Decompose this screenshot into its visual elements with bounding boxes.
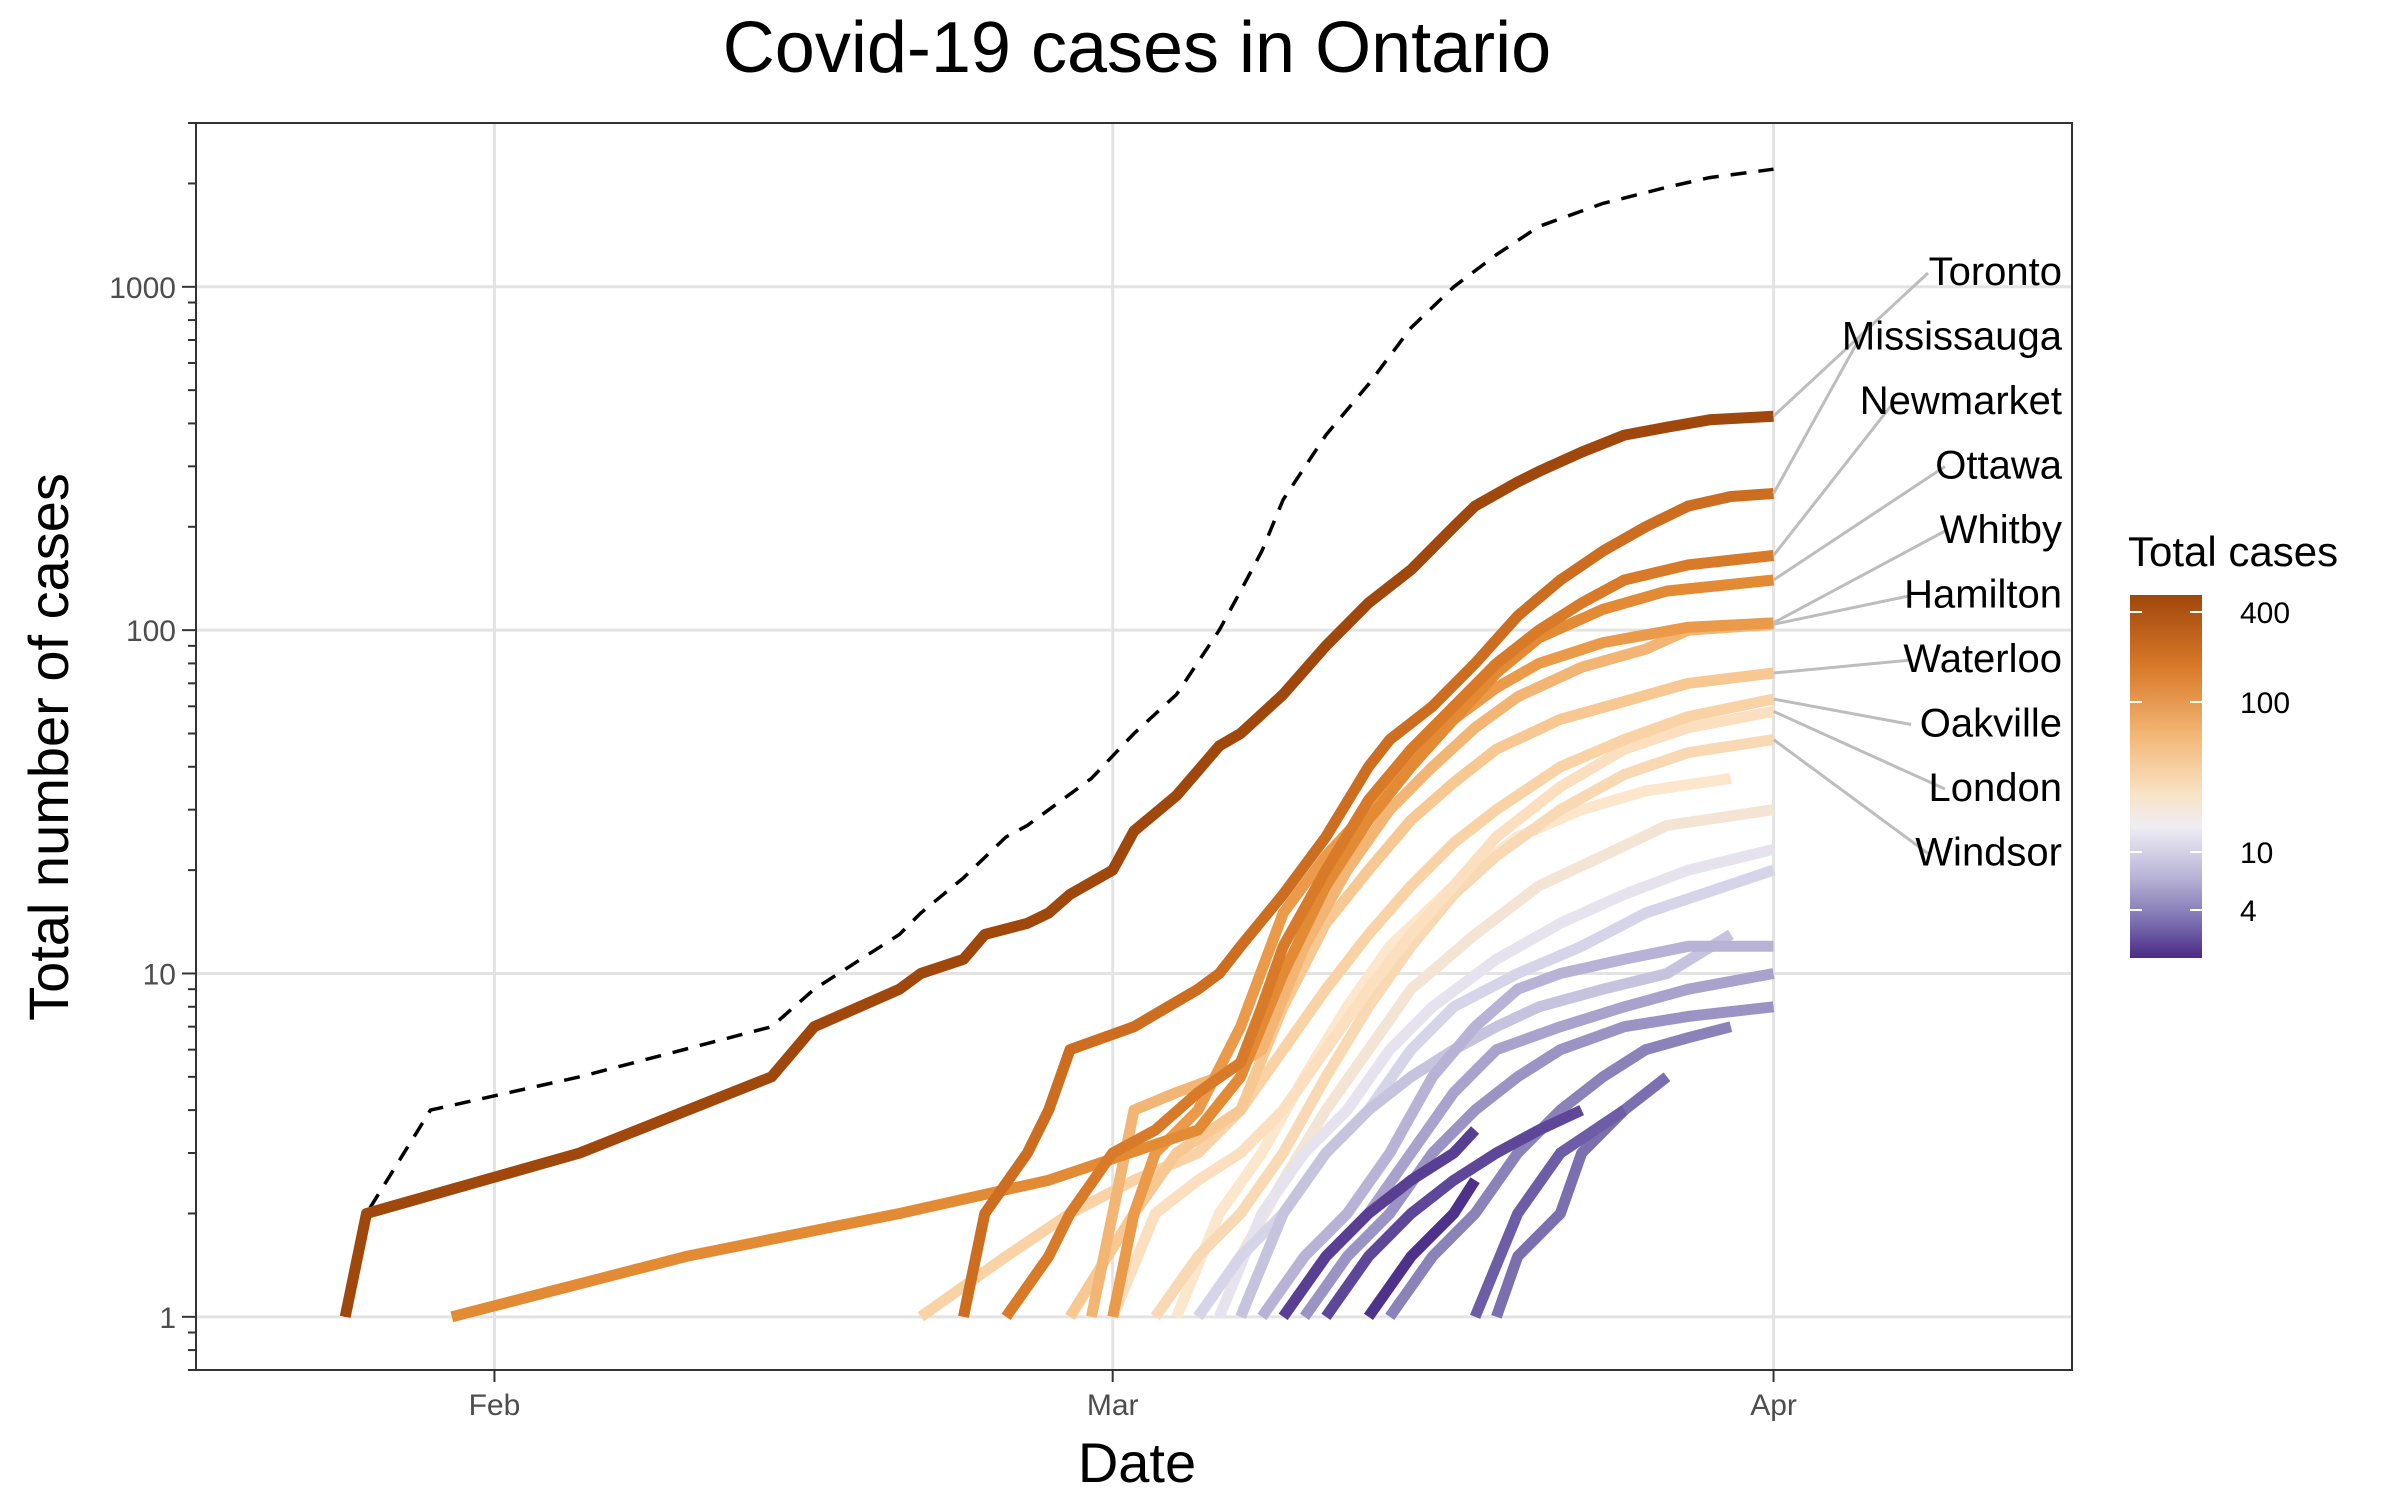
total-cases-line	[343, 167, 1774, 1318]
label-leader-line	[1772, 465, 1946, 582]
series-line-0	[1171, 772, 1732, 1319]
series-line-7	[1300, 1001, 1775, 1320]
series-label-whitby: Whitby	[1940, 508, 2062, 552]
legend-tick-label: 400	[2240, 597, 2290, 630]
series-label-hamilton: Hamilton	[1904, 573, 2062, 617]
y-tick-label: 100	[126, 615, 176, 648]
series-line-oakville	[917, 693, 1775, 1322]
label-leader-line	[1772, 738, 1929, 855]
label-leader-line	[1772, 710, 1946, 791]
label-leader-line	[1773, 658, 1912, 675]
series-line-3	[1193, 864, 1776, 1320]
series-line-london	[1107, 705, 1775, 1319]
series-line-9	[1491, 1072, 1671, 1319]
x-tick-label: Mar	[1087, 1389, 1139, 1422]
legend-title: Total cases	[2128, 528, 2338, 575]
plot-panel-border	[195, 122, 2073, 1371]
label-leader-line	[1773, 594, 1912, 626]
series-label-mississauga: Mississauga	[1842, 315, 2063, 359]
series-line-10	[1470, 1105, 1628, 1319]
series-label-ottawa: Ottawa	[1935, 444, 2062, 488]
series-line-13	[1278, 1126, 1480, 1320]
series-labels: Toronto Mississauga Newmarket Ottawa Whitby H…	[1772, 250, 2063, 875]
y-axis-ticks: 1 10 100 1000	[109, 122, 196, 1371]
series-line-5	[1257, 940, 1774, 1320]
color-legend: Total cases 400 100 10 4	[2128, 528, 2338, 958]
series-line-hamilton	[1086, 618, 1774, 1318]
grid-lines	[196, 123, 2072, 1370]
y-tick-label: 1	[159, 1302, 176, 1335]
series-line-11	[1321, 1105, 1585, 1320]
x-axis-ticks: Feb Mar Apr	[469, 1370, 1797, 1422]
x-tick-label: Feb	[469, 1389, 521, 1422]
legend-tick-label: 100	[2240, 687, 2290, 720]
series-label-newmarket: Newmarket	[1860, 379, 2062, 423]
series-line-waterloo	[1065, 667, 1775, 1320]
y-tick-label: 1000	[109, 272, 176, 305]
series-label-london: London	[1929, 766, 2062, 810]
total-line	[343, 167, 1774, 1318]
chart-title: Covid-19 cases in Ontario	[723, 8, 1551, 88]
series-line-mississauga	[958, 488, 1774, 1318]
series-label-oakville: Oakville	[1920, 702, 2062, 746]
label-leader-line	[1772, 401, 1896, 557]
series-label-windsor: Windsor	[1915, 831, 2062, 875]
series-label-toronto: Toronto	[1929, 250, 2062, 294]
series-line-ottawa	[450, 574, 1775, 1323]
label-leader-line	[1772, 271, 1930, 418]
series-line-newmarket	[1001, 550, 1775, 1320]
series-line-8	[1385, 1021, 1733, 1320]
legend-tick-label: 10	[2240, 837, 2273, 870]
label-leader-line	[1772, 336, 1862, 495]
label-leader-line	[1773, 697, 1912, 726]
series-line-2	[1214, 843, 1775, 1319]
series-line-windsor	[1150, 734, 1775, 1320]
y-axis-label: Total number of cases	[17, 473, 80, 1021]
x-axis-label: Date	[1078, 1431, 1196, 1494]
region-series-lines	[339, 410, 1776, 1323]
legend-tick-label: 4	[2240, 895, 2257, 928]
series-line-12	[1364, 1177, 1480, 1320]
series-label-waterloo: Waterloo	[1903, 637, 2062, 681]
series-line-toronto	[339, 410, 1774, 1318]
legend-colorbar	[2130, 595, 2202, 958]
label-leader-line	[1772, 529, 1946, 625]
x-tick-label: Apr	[1750, 1389, 1797, 1422]
y-tick-label: 10	[143, 958, 176, 991]
